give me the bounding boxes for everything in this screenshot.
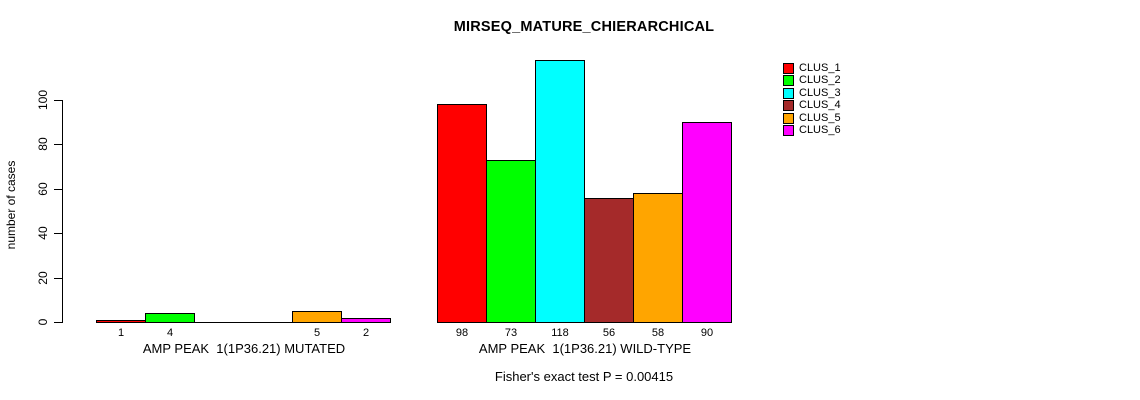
bar-value-label: 56 (602, 327, 616, 339)
group-label-wild-type: AMP PEAK 1(1P36.21) WILD-TYPE (478, 341, 692, 356)
y-tick-mark (54, 189, 62, 190)
fisher-test-caption: Fisher's exact test P = 0.00415 (494, 369, 674, 384)
y-tick-mark (54, 322, 62, 323)
bar-clus-4-wild-type (584, 198, 634, 323)
legend-item-clus-5: CLUS_5 (783, 112, 841, 124)
legend-item-clus-4: CLUS_4 (783, 99, 841, 111)
bar-value-label: 98 (455, 327, 469, 339)
bar-value-label: 58 (651, 327, 665, 339)
bar-value-label: 90 (700, 327, 714, 339)
y-tick-mark (54, 100, 62, 101)
legend-item-clus-6: CLUS_6 (783, 124, 841, 136)
y-tick-label: 40 (36, 226, 50, 240)
bar-value-label: 1 (117, 327, 125, 339)
bar-clus-5-wild-type (633, 193, 683, 323)
legend-swatch-clus-3 (783, 87, 794, 99)
legend-label: CLUS_4 (799, 98, 841, 111)
legend-swatch-clus-5 (783, 112, 794, 124)
bar-clus-3-wild-type (535, 60, 585, 323)
legend-swatch-clus-2 (783, 74, 794, 86)
legend-swatch-clus-1 (783, 62, 794, 74)
bar-value-label: 5 (313, 327, 321, 339)
y-tick-mark (54, 278, 62, 279)
y-tick-mark (54, 233, 62, 234)
y-tick-label: 60 (36, 182, 50, 196)
group-baseline-mutated (96, 322, 391, 323)
y-tick-label: 80 (36, 137, 50, 151)
bar-value-label: 118 (551, 327, 569, 339)
bar-clus-2-mutated (145, 313, 195, 323)
bar-clus-1-wild-type (437, 104, 487, 323)
bar-clus-5-mutated (292, 311, 342, 323)
bar-clus-6-wild-type (682, 122, 732, 323)
bar-value-label: 73 (504, 327, 518, 339)
legend-item-clus-3: CLUS_3 (783, 87, 841, 99)
y-tick-mark (54, 144, 62, 145)
legend-item-clus-2: CLUS_2 (783, 74, 841, 86)
bar-clus-1-mutated (96, 320, 146, 323)
bar-value-label: 4 (166, 327, 174, 339)
legend-label: CLUS_3 (799, 86, 841, 99)
legend-label: CLUS_2 (799, 73, 841, 86)
chart-title: MIRSEQ_MATURE_CHIERARCHICAL (453, 19, 715, 35)
bar-clus-6-mutated (341, 318, 391, 323)
bar-value-label: 2 (362, 327, 370, 339)
y-axis-line (62, 100, 63, 323)
group-label-mutated: AMP PEAK 1(1P36.21) MUTATED (142, 341, 346, 356)
y-tick-label: 20 (36, 271, 50, 285)
legend-label: CLUS_5 (799, 111, 841, 124)
legend-item-clus-1: CLUS_1 (783, 62, 841, 74)
y-tick-label: 100 (36, 89, 50, 111)
legend-label: CLUS_6 (799, 123, 841, 136)
y-tick-label: 0 (36, 318, 50, 326)
bar-clus-2-wild-type (486, 160, 536, 323)
legend-label: CLUS_1 (799, 61, 841, 74)
legend: CLUS_1 CLUS_2 CLUS_3 CLUS_4 CLUS_5 CLUS_6 (783, 62, 913, 142)
legend-swatch-clus-6 (783, 124, 794, 136)
legend-swatch-clus-4 (783, 99, 794, 111)
